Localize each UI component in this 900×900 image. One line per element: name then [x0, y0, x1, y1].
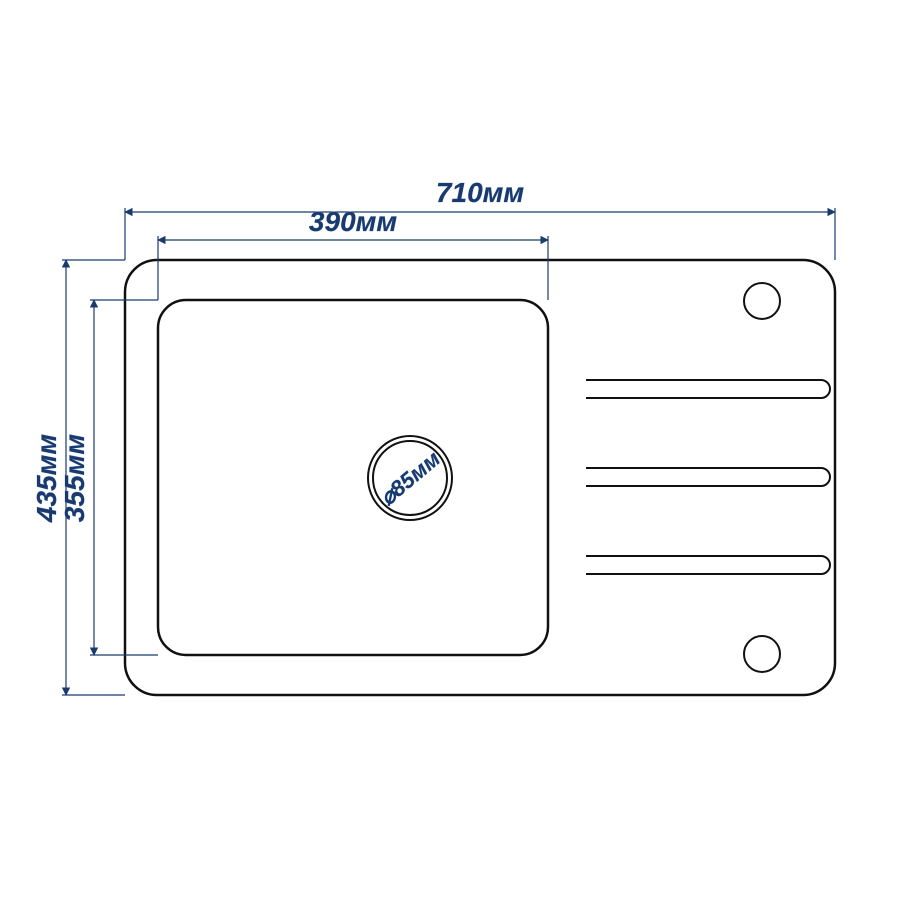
- dim-height-total-label: 435мм: [31, 434, 62, 523]
- drain-diameter-label: ⌀85мм: [375, 446, 445, 510]
- sink-outer-rect: [125, 260, 835, 695]
- drainboard-ridge-3: [586, 556, 830, 574]
- dim-height-bowl-label: 355мм: [59, 434, 90, 522]
- dim-width-total-label: 710мм: [436, 177, 524, 208]
- drainboard-ridge-2: [586, 468, 830, 486]
- drainboard-ridge-1: [586, 380, 830, 398]
- dim-width-bowl-label: 390мм: [309, 206, 397, 237]
- overflow-hole: [744, 636, 780, 672]
- sink-bowl-rect: [158, 300, 548, 655]
- tap-hole: [744, 283, 780, 319]
